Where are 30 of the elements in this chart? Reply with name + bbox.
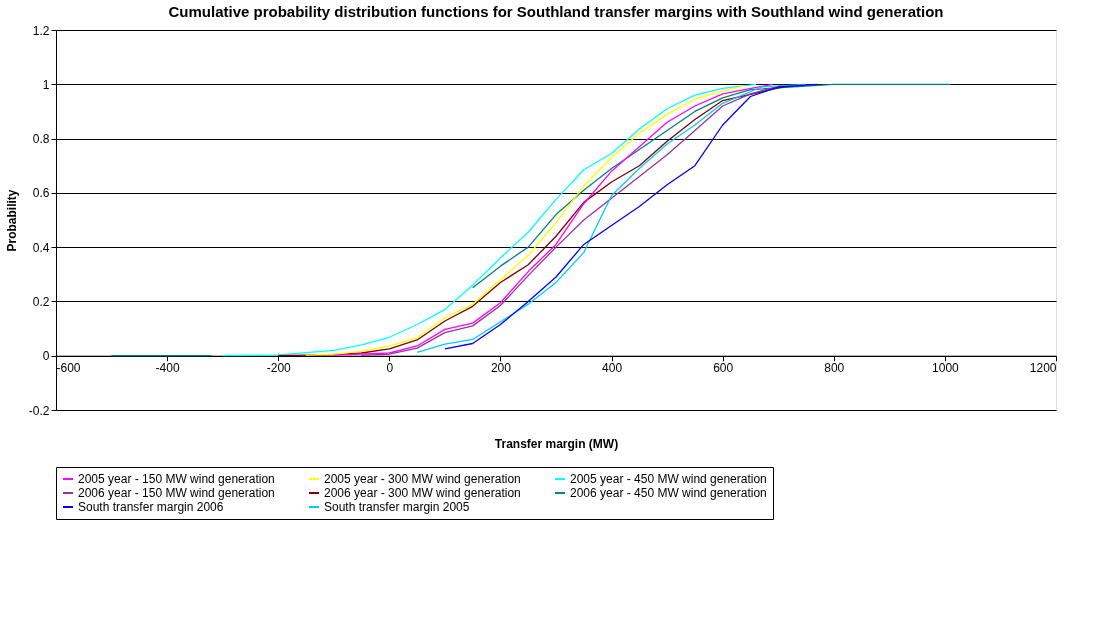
legend-label: 2006 year - 150 MW wind generation (78, 486, 275, 500)
chart-title: Cumulative probability distribution functions for Southland transfer margins with Southland wind generation (168, 3, 944, 20)
x-tick-label: 400 (602, 361, 623, 376)
x-tick-label: -400 (155, 361, 180, 376)
y-tick-label: 0.4 (32, 240, 50, 255)
legend-label: 2005 year - 450 MW wind generation (570, 472, 767, 486)
line-series (222, 83, 757, 357)
y-tick-label: 1.2 (32, 23, 50, 38)
legend-label: 2006 year - 300 MW wind generation (324, 486, 521, 500)
y-tick-label: -0.2 (28, 403, 50, 418)
x-tick-label: 800 (824, 361, 845, 376)
y-axis-title: Probability (4, 189, 19, 252)
legend-label: South transfer margin 2005 (324, 500, 470, 514)
y-tick-label: 0.6 (32, 186, 50, 201)
y-tick-label: 0.8 (32, 132, 50, 147)
legend-label: 2005 year - 300 MW wind generation (324, 472, 521, 486)
legend-label: 2005 year - 150 MW wind generation (78, 472, 275, 486)
x-tick-label: 600 (713, 361, 734, 376)
x-tick-label: 200 (490, 361, 512, 376)
y-tick-label: 0.2 (32, 294, 50, 309)
legend-label: 2006 year - 450 MW wind generation (570, 486, 767, 500)
x-tick-label: 0 (386, 361, 394, 376)
y-tick-label: 1 (42, 77, 50, 92)
x-tick-label: -200 (266, 361, 292, 376)
legend-label: South transfer margin 2006 (78, 500, 224, 514)
x-tick-label: 1000 (932, 361, 960, 376)
x-tick-label: -600 (56, 361, 81, 376)
y-tick-label: 0 (42, 349, 50, 364)
x-tick-label: 1200 (1029, 361, 1057, 376)
x-axis-title: Transfer margin (MW) (494, 436, 619, 451)
